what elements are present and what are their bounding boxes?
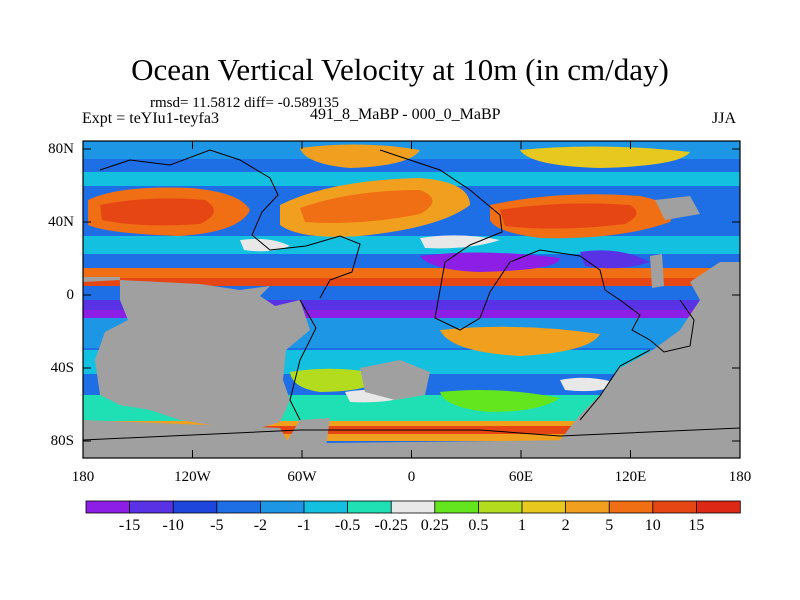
y-tick-label-0: 0 <box>66 287 75 303</box>
subtropic-light-band <box>83 236 740 254</box>
colorbar-label: -0.25 <box>374 517 408 534</box>
x-tick-label-60w: 60W <box>287 469 317 485</box>
colorbar-label: -15 <box>118 517 141 534</box>
x-tick-label-120e: 120E <box>614 469 647 485</box>
colorbar-swatch-13 <box>652 500 698 514</box>
colorbar-label: -10 <box>162 517 184 534</box>
east-equatorial-purple <box>580 250 650 269</box>
experiment-label: Expt = teYIu1-teyfa3 <box>82 110 219 127</box>
colorbar-swatch-12 <box>608 500 654 514</box>
equator-north-core <box>83 278 740 286</box>
colorbar-label: -1 <box>297 517 311 534</box>
x-tick-label-180-east: 180 <box>728 469 752 485</box>
colorbar <box>85 500 741 514</box>
y-tick-label-80n: 80N <box>48 141 74 157</box>
map-title: Ocean Vertical Velocity at 10m (in cm/da… <box>131 52 669 87</box>
land-south-island <box>360 360 430 400</box>
neutral-patch-1 <box>240 238 290 252</box>
north-east-core <box>500 203 637 229</box>
colorbar-swatch-2 <box>172 500 218 514</box>
rmsd-diff-label: rmsd= 11.5812 diff= -0.589135 <box>150 95 339 111</box>
equator-upwelling-core <box>83 310 740 318</box>
colorbar-label: 10 <box>644 517 661 534</box>
land-southeast <box>560 262 740 458</box>
colorbar-swatch-3 <box>216 500 262 514</box>
colorbar-label: -2 <box>253 517 268 534</box>
land-equatorial-island <box>650 254 664 288</box>
colorbar-label: 1 <box>518 517 526 534</box>
colorbar-label: 2 <box>561 517 570 534</box>
y-tick-label-40n: 40N <box>48 214 74 230</box>
land-northeast-island <box>655 196 700 220</box>
land-polar-fragment <box>284 418 330 446</box>
colorbar-swatch-10 <box>521 500 567 514</box>
south-indian-orange <box>440 326 600 356</box>
southern-green-patch <box>440 390 560 412</box>
colorbar-swatch-0 <box>85 500 131 514</box>
colorbar-swatch-14 <box>696 500 741 514</box>
north-equatorial-purple <box>420 252 560 272</box>
y-tick-label-80s: 80S <box>50 433 74 449</box>
colorbar-label: 0.5 <box>468 517 489 534</box>
north-central-core <box>300 190 433 223</box>
colorbar-label: -0.5 <box>334 517 361 534</box>
arctic-warm-patch <box>300 144 420 168</box>
colorbar-swatch-9 <box>477 500 523 514</box>
north-pacific-west-core <box>100 198 214 226</box>
x-tick-label-120w: 120W <box>174 469 211 485</box>
neutral-patch-2 <box>420 235 500 249</box>
colorbar-swatch-4 <box>259 500 305 514</box>
x-tick-label-180-west: 180 <box>71 469 95 485</box>
colorbar-swatch-11 <box>565 500 610 514</box>
x-tick-label-60e: 60E <box>508 469 534 485</box>
arctic-yellow-patch <box>520 146 690 168</box>
land-antarctica <box>83 438 740 458</box>
colorbar-label: 15 <box>688 517 705 534</box>
land-southwest <box>83 277 310 428</box>
colorbar-swatch-7 <box>390 500 436 514</box>
colorbar-label: -5 <box>210 517 224 534</box>
axis-ticks <box>82 141 741 458</box>
period-label: 491_8_MaBP - 000_0_MaBP <box>310 106 501 123</box>
colorbar-swatch-8 <box>434 500 480 514</box>
colorbar-swatch-5 <box>303 500 349 514</box>
colorbar-swatch-1 <box>129 500 174 514</box>
coastlines <box>83 149 740 441</box>
colorbar-label: 5 <box>605 517 614 534</box>
y-tick-label-40s: 40S <box>50 360 74 376</box>
colorbar-swatch-6 <box>347 500 392 514</box>
map-plot-area <box>83 141 740 458</box>
season-label: JJA <box>712 110 737 127</box>
colorbar-label: 0.25 <box>420 517 449 534</box>
equator-north-warm <box>83 268 740 278</box>
x-tick-label-0: 0 <box>407 469 416 485</box>
equator-upwelling-band <box>83 300 740 310</box>
